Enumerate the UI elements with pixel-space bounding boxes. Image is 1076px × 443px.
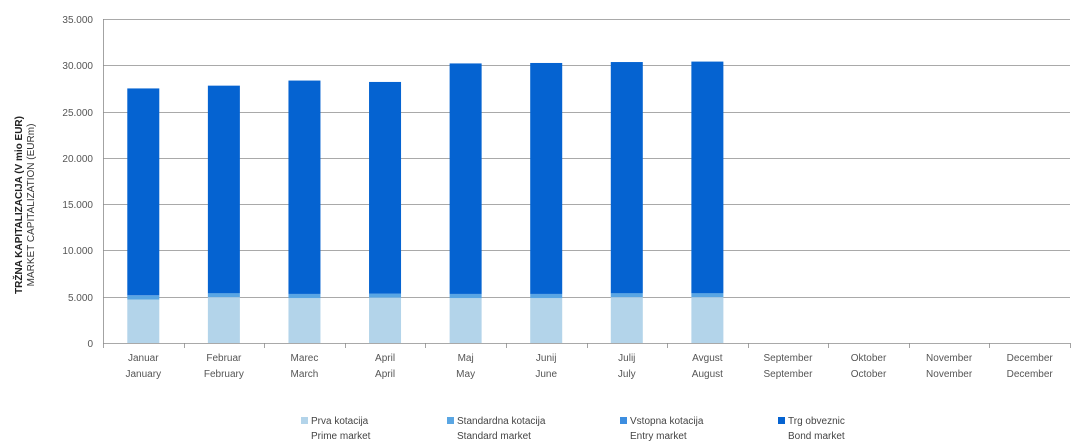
bar-segment-series-0 bbox=[691, 297, 724, 343]
bar-segment-series-1 bbox=[127, 295, 160, 300]
category-labels: Januar January Februar February Marec March Ap… bbox=[126, 353, 1054, 380]
bar-segment-series-3 bbox=[288, 80, 321, 294]
y-axis-title-main: TRŽNA KAPITALIZACIJA (V mio EUR) bbox=[12, 116, 25, 294]
legend-label-en: Standard market bbox=[457, 431, 531, 442]
y-tick-label: 15.000 bbox=[62, 200, 93, 211]
category-label: Marec bbox=[291, 353, 319, 364]
bar-segment-series-3 bbox=[207, 85, 240, 294]
category-label: Januar bbox=[128, 353, 159, 364]
category-label-en: November bbox=[926, 369, 973, 380]
legend-label: Trg obveznic bbox=[788, 416, 845, 427]
bar-segment-series-3 bbox=[369, 81, 402, 294]
legend-swatch bbox=[447, 417, 454, 424]
bar-segment-series-1 bbox=[369, 293, 402, 298]
bar-segment-series-0 bbox=[288, 298, 321, 343]
category-label-en: December bbox=[1007, 369, 1054, 380]
bar-segment-series-1 bbox=[610, 293, 643, 298]
y-tick-label: 35.000 bbox=[62, 15, 93, 26]
category-label: Maj bbox=[458, 353, 474, 364]
y-tick-label: 25.000 bbox=[62, 108, 93, 119]
legend-label: Prva kotacija bbox=[311, 416, 369, 427]
category-label: Junij bbox=[536, 353, 557, 364]
bar-segment-series-0 bbox=[449, 298, 482, 343]
category-label: Julij bbox=[618, 353, 635, 364]
bar-segment-series-1 bbox=[449, 294, 482, 299]
y-tick-label: 30.000 bbox=[62, 61, 93, 72]
bar-segment-series-0 bbox=[207, 297, 240, 343]
y-tick-label: 0 bbox=[87, 339, 93, 350]
legend: Prva kotacija Prime market Standardna kota… bbox=[301, 416, 845, 442]
bars bbox=[127, 61, 724, 343]
bar-segment-series-3 bbox=[127, 88, 160, 296]
category-label: Oktober bbox=[851, 353, 887, 364]
bar-segment-series-0 bbox=[369, 297, 402, 343]
bar-segment-series-0 bbox=[610, 297, 643, 343]
category-label-en: April bbox=[375, 369, 395, 380]
legend-swatch bbox=[301, 417, 308, 424]
category-label-en: October bbox=[851, 369, 887, 380]
bar-segment-series-0 bbox=[530, 298, 563, 343]
bar-segment-series-3 bbox=[530, 62, 563, 294]
bar-segment-series-3 bbox=[610, 62, 643, 294]
bar-segment-series-1 bbox=[530, 294, 563, 299]
y-tick-label: 20.000 bbox=[62, 154, 93, 165]
legend-label-en: Entry market bbox=[630, 431, 687, 442]
category-label-en: August bbox=[692, 369, 723, 380]
category-label: Februar bbox=[206, 353, 242, 364]
legend-label-en: Prime market bbox=[311, 431, 371, 442]
category-label-en: June bbox=[535, 369, 557, 380]
bar-segment-series-1 bbox=[207, 293, 240, 298]
category-label-en: January bbox=[126, 369, 162, 380]
y-axis-title: TRŽNA KAPITALIZACIJA (V mio EUR) MARKET … bbox=[12, 116, 37, 294]
category-label-en: March bbox=[291, 369, 319, 380]
legend-label: Standardna kotacija bbox=[457, 416, 546, 427]
legend-label: Vstopna kotacija bbox=[630, 416, 704, 427]
bar-segment-series-3 bbox=[449, 63, 482, 294]
axes: 0 5.000 10.000 15.000 20.000 25.000 30.000 35.0… bbox=[62, 15, 1071, 350]
legend-label-en: Bond market bbox=[788, 431, 845, 442]
grid-lines bbox=[103, 19, 1070, 298]
category-label-en: July bbox=[618, 369, 636, 380]
y-tick-label: 5.000 bbox=[68, 293, 93, 304]
category-label-en: February bbox=[204, 369, 244, 380]
category-label-en: September bbox=[763, 369, 813, 380]
bar-segment-series-1 bbox=[288, 294, 321, 299]
category-label: September bbox=[763, 353, 813, 364]
bar-segment-series-1 bbox=[691, 293, 724, 298]
category-label-en: May bbox=[456, 369, 475, 380]
category-label: April bbox=[375, 353, 395, 364]
legend-swatch bbox=[620, 417, 627, 424]
legend-swatch bbox=[778, 417, 785, 424]
y-tick-label: 10.000 bbox=[62, 246, 93, 257]
bar-segment-series-0 bbox=[127, 299, 160, 343]
category-label: Avgust bbox=[692, 353, 723, 364]
category-label: December bbox=[1007, 353, 1054, 364]
category-label: November bbox=[926, 353, 973, 364]
bar-segment-series-3 bbox=[691, 61, 724, 294]
y-axis-title-sub: MARKET CAPITALIZATION (EURm) bbox=[26, 124, 37, 287]
